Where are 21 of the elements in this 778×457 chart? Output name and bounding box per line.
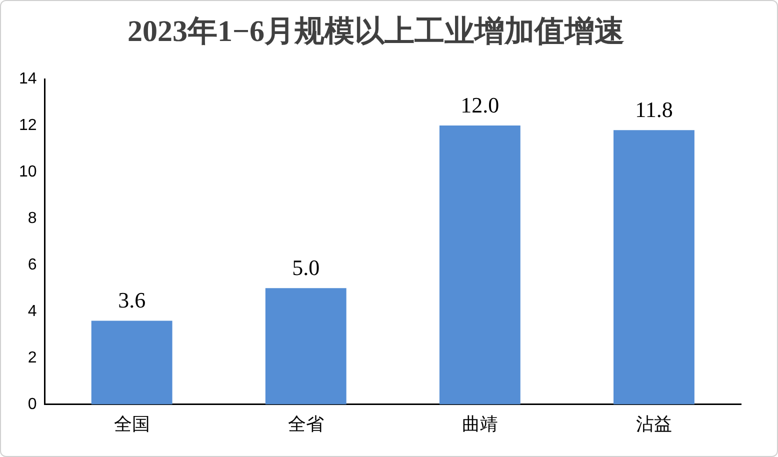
data-label: 12.0 bbox=[460, 92, 500, 118]
bar bbox=[439, 125, 520, 404]
x-tick-label: 沾益 bbox=[636, 414, 672, 434]
y-tick-label: 12 bbox=[19, 116, 37, 134]
data-label: 11.8 bbox=[635, 96, 673, 122]
y-tick-label: 14 bbox=[19, 70, 37, 88]
x-tick-label: 全省 bbox=[288, 414, 324, 434]
x-tick-label: 全国 bbox=[114, 414, 150, 434]
y-tick-label: 6 bbox=[28, 256, 37, 274]
y-tick-label: 8 bbox=[28, 210, 37, 227]
bar bbox=[265, 288, 346, 404]
y-tick-label: 2 bbox=[28, 349, 37, 366]
y-tick-label: 0 bbox=[28, 396, 37, 413]
y-tick-label: 4 bbox=[28, 302, 37, 320]
y-tick-label: 10 bbox=[19, 163, 37, 180]
x-tick-label: 曲靖 bbox=[462, 414, 498, 434]
bar bbox=[91, 320, 172, 404]
data-label: 5.0 bbox=[292, 254, 320, 280]
chart-title: 2023年1−6月规模以上工业增加值增速 bbox=[127, 14, 625, 48]
data-label: 3.6 bbox=[118, 288, 146, 313]
bar bbox=[614, 130, 694, 404]
